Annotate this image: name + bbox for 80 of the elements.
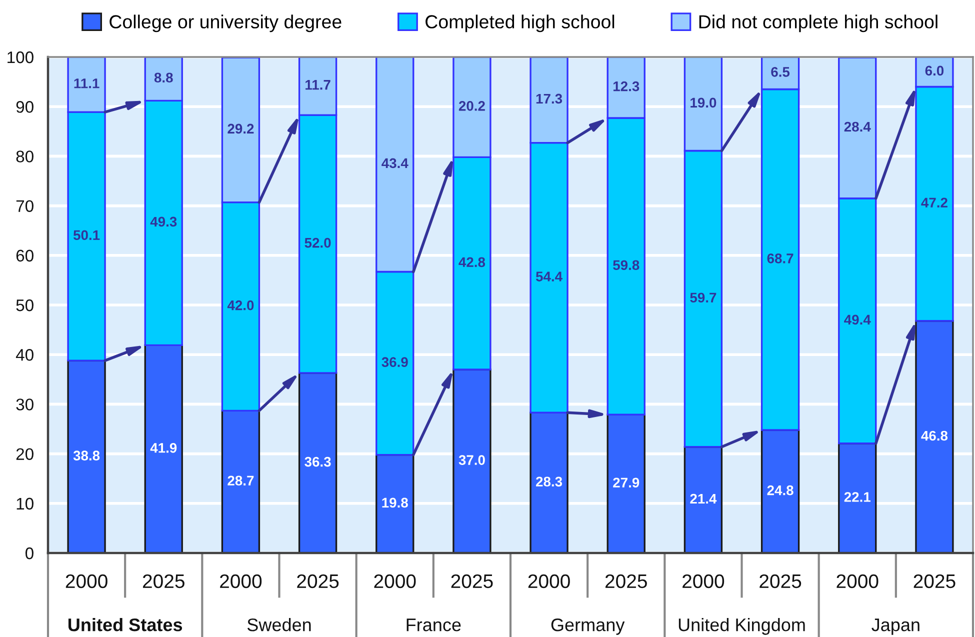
data-label: 6.0 xyxy=(925,66,944,76)
x-tick-label: 2000 xyxy=(66,574,108,588)
data-label: 11.1 xyxy=(74,78,100,88)
bar xyxy=(298,372,338,553)
data-label: 50.1 xyxy=(73,230,100,240)
text: United States xyxy=(68,618,182,632)
x-tick-label: 2000 xyxy=(374,574,416,588)
data-label: 12.3 xyxy=(613,81,640,92)
y-tick-label: 100 xyxy=(8,51,34,64)
data-label: 43.4 xyxy=(382,158,408,168)
data-label: 27.9 xyxy=(613,478,640,488)
data-label: 36.3 xyxy=(304,456,331,467)
y-tick-label: 60 xyxy=(16,250,34,262)
data-label: 42.0 xyxy=(227,300,254,310)
data-label: 42.8 xyxy=(458,257,486,268)
data-label: 11.7 xyxy=(306,80,330,90)
data-label: 41.9 xyxy=(150,442,177,453)
data-label: 54.4 xyxy=(536,272,562,282)
bar xyxy=(760,429,800,553)
bar xyxy=(376,454,414,553)
data-label: 8.8 xyxy=(154,72,173,83)
data-label: 29.2 xyxy=(228,124,254,134)
text: France xyxy=(406,618,461,632)
x-tick-label: 2025 xyxy=(605,574,647,588)
legend-label: College or university degree xyxy=(110,14,342,32)
data-label: 37.0 xyxy=(458,455,485,465)
x-tick-label: 2025 xyxy=(914,574,956,588)
bar xyxy=(452,368,492,553)
bar xyxy=(221,410,260,553)
data-label: 68.7 xyxy=(767,254,794,264)
x-tick-label: 2000 xyxy=(682,574,724,588)
x-tick-label: 2000 xyxy=(836,574,878,588)
x-tick-label: 2000 xyxy=(528,574,570,588)
bar xyxy=(838,442,877,553)
data-label: 28.3 xyxy=(536,476,562,487)
data-label: 19.0 xyxy=(690,98,716,108)
x-tick-label: 2000 xyxy=(220,574,262,588)
y-tick-label: 90 xyxy=(16,101,34,113)
y-tick-label: 10 xyxy=(16,498,34,510)
bar xyxy=(915,320,954,553)
y-tick-label: 70 xyxy=(16,200,34,212)
data-label: 59.8 xyxy=(613,260,640,270)
legend-label: Completed high school xyxy=(426,14,614,32)
data-label: 46.8 xyxy=(921,430,948,441)
data-label: 36.9 xyxy=(382,357,408,368)
y-tick-label: 40 xyxy=(16,349,34,361)
y-tick-label: 20 xyxy=(16,448,34,460)
data-label: 6.5 xyxy=(771,67,790,77)
data-label: 24.8 xyxy=(767,485,794,496)
bar xyxy=(144,344,183,553)
data-label: 17.3 xyxy=(536,94,562,104)
data-label: 20.2 xyxy=(458,100,485,111)
text: Sweden xyxy=(247,618,311,632)
text: United Kingdom xyxy=(678,618,805,635)
y-tick-label: 0 xyxy=(25,547,34,560)
data-label: 52.0 xyxy=(304,238,331,248)
y-tick-label: 50 xyxy=(16,299,34,312)
text: Japan xyxy=(872,618,920,635)
y-tick-label: 80 xyxy=(16,150,34,162)
bar xyxy=(684,446,723,553)
legend-label: Did not complete high school xyxy=(699,14,938,32)
data-label: 22.1 xyxy=(844,492,871,502)
data-label: 28.4 xyxy=(844,122,871,132)
x-tick-label: 2025 xyxy=(451,574,493,588)
text: Germany xyxy=(551,618,625,635)
x-tick-label: 2025 xyxy=(142,574,184,588)
x-tick-label: 2025 xyxy=(760,574,802,588)
data-label: 38.8 xyxy=(73,450,100,461)
data-label: 49.3 xyxy=(150,216,177,227)
bar xyxy=(606,414,646,553)
data-label: 28.7 xyxy=(228,476,254,486)
data-label: 19.8 xyxy=(382,498,408,508)
y-tick-label: 30 xyxy=(16,398,34,410)
data-label: 21.4 xyxy=(690,494,717,504)
data-label: 47.2 xyxy=(921,198,948,208)
data-label: 49.4 xyxy=(844,314,871,325)
bar xyxy=(67,360,106,553)
x-tick-label: 2025 xyxy=(297,574,339,588)
bar xyxy=(530,412,568,553)
data-label: 59.7 xyxy=(690,292,716,303)
